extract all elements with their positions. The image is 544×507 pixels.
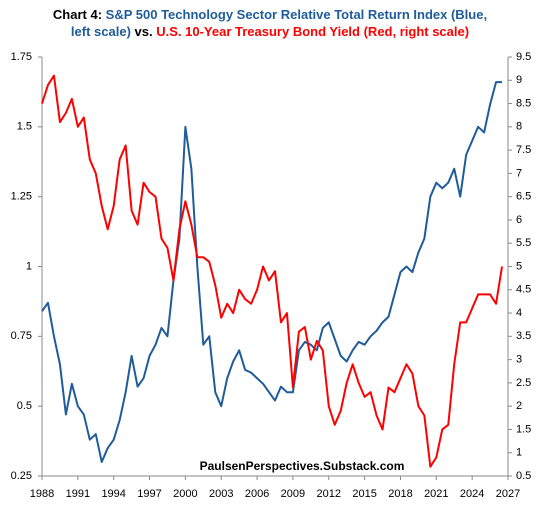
y2-tick-label: 6.5 xyxy=(516,191,531,203)
y2-tick-label: 9.5 xyxy=(516,51,531,63)
x-tick-label: 2024 xyxy=(460,488,484,500)
y-tick-label: 1.75 xyxy=(11,51,32,63)
y2-tick-label: 2 xyxy=(516,400,522,412)
y2-tick-label: 8 xyxy=(516,121,522,133)
x-tick-label: 2015 xyxy=(352,488,376,500)
y2-tick-label: 3 xyxy=(516,354,522,366)
y2-tick-label: 3.5 xyxy=(516,330,531,342)
y-tick-label: 1.5 xyxy=(17,121,32,133)
y2-tick-label: 5.5 xyxy=(516,237,531,249)
x-tick-label: 2021 xyxy=(424,488,448,500)
y2-tick-label: 2.5 xyxy=(516,377,531,389)
chart-title: Chart 4: S&P 500 Technology Sector Relat… xyxy=(50,6,490,40)
x-tick-label: 1994 xyxy=(101,488,125,500)
x-tick-label: 2009 xyxy=(281,488,305,500)
y2-tick-label: 1 xyxy=(516,447,522,459)
y-tick-label: 0.75 xyxy=(11,330,32,342)
y2-tick-label: 6 xyxy=(516,214,522,226)
y2-tick-label: 9 xyxy=(516,74,522,86)
x-tick-label: 1997 xyxy=(137,488,161,500)
y2-tick-label: 7.5 xyxy=(516,144,531,156)
y2-tick-label: 8.5 xyxy=(516,97,531,109)
title-part: S&P 500 Technology Sector Relative Total… xyxy=(70,7,488,39)
y-tick-label: 0.5 xyxy=(17,400,32,412)
y2-tick-label: 7 xyxy=(516,167,522,179)
title-part: U.S. 10-Year Treasury Bond Yield (Red, r… xyxy=(156,24,470,39)
series-line xyxy=(41,81,503,464)
y2-tick-label: 0.5 xyxy=(516,470,531,482)
y-tick-label: 1.25 xyxy=(11,191,32,203)
y2-tick-label: 1.5 xyxy=(516,423,531,435)
y-tick-label: 0.25 xyxy=(11,470,32,482)
x-tick-label: 2012 xyxy=(317,488,341,500)
y2-tick-label: 4.5 xyxy=(516,284,531,296)
annotation: PaulsenPerspectives.Substack.com xyxy=(200,459,405,473)
y2-tick-label: 5 xyxy=(516,260,522,272)
x-tick-label: 1988 xyxy=(30,488,54,500)
x-tick-label: 2000 xyxy=(173,488,197,500)
x-tick-label: 1991 xyxy=(66,488,90,500)
x-tick-label: 2027 xyxy=(496,488,520,500)
x-tick-label: 2006 xyxy=(245,488,269,500)
y2-tick-label: 4 xyxy=(516,307,522,319)
x-tick-label: 2003 xyxy=(209,488,233,500)
y-tick-label: 1 xyxy=(26,260,32,272)
series-line xyxy=(41,74,504,468)
title-part: vs. xyxy=(134,24,153,39)
x-tick-label: 2018 xyxy=(388,488,412,500)
title-part: Chart 4: xyxy=(52,7,103,22)
